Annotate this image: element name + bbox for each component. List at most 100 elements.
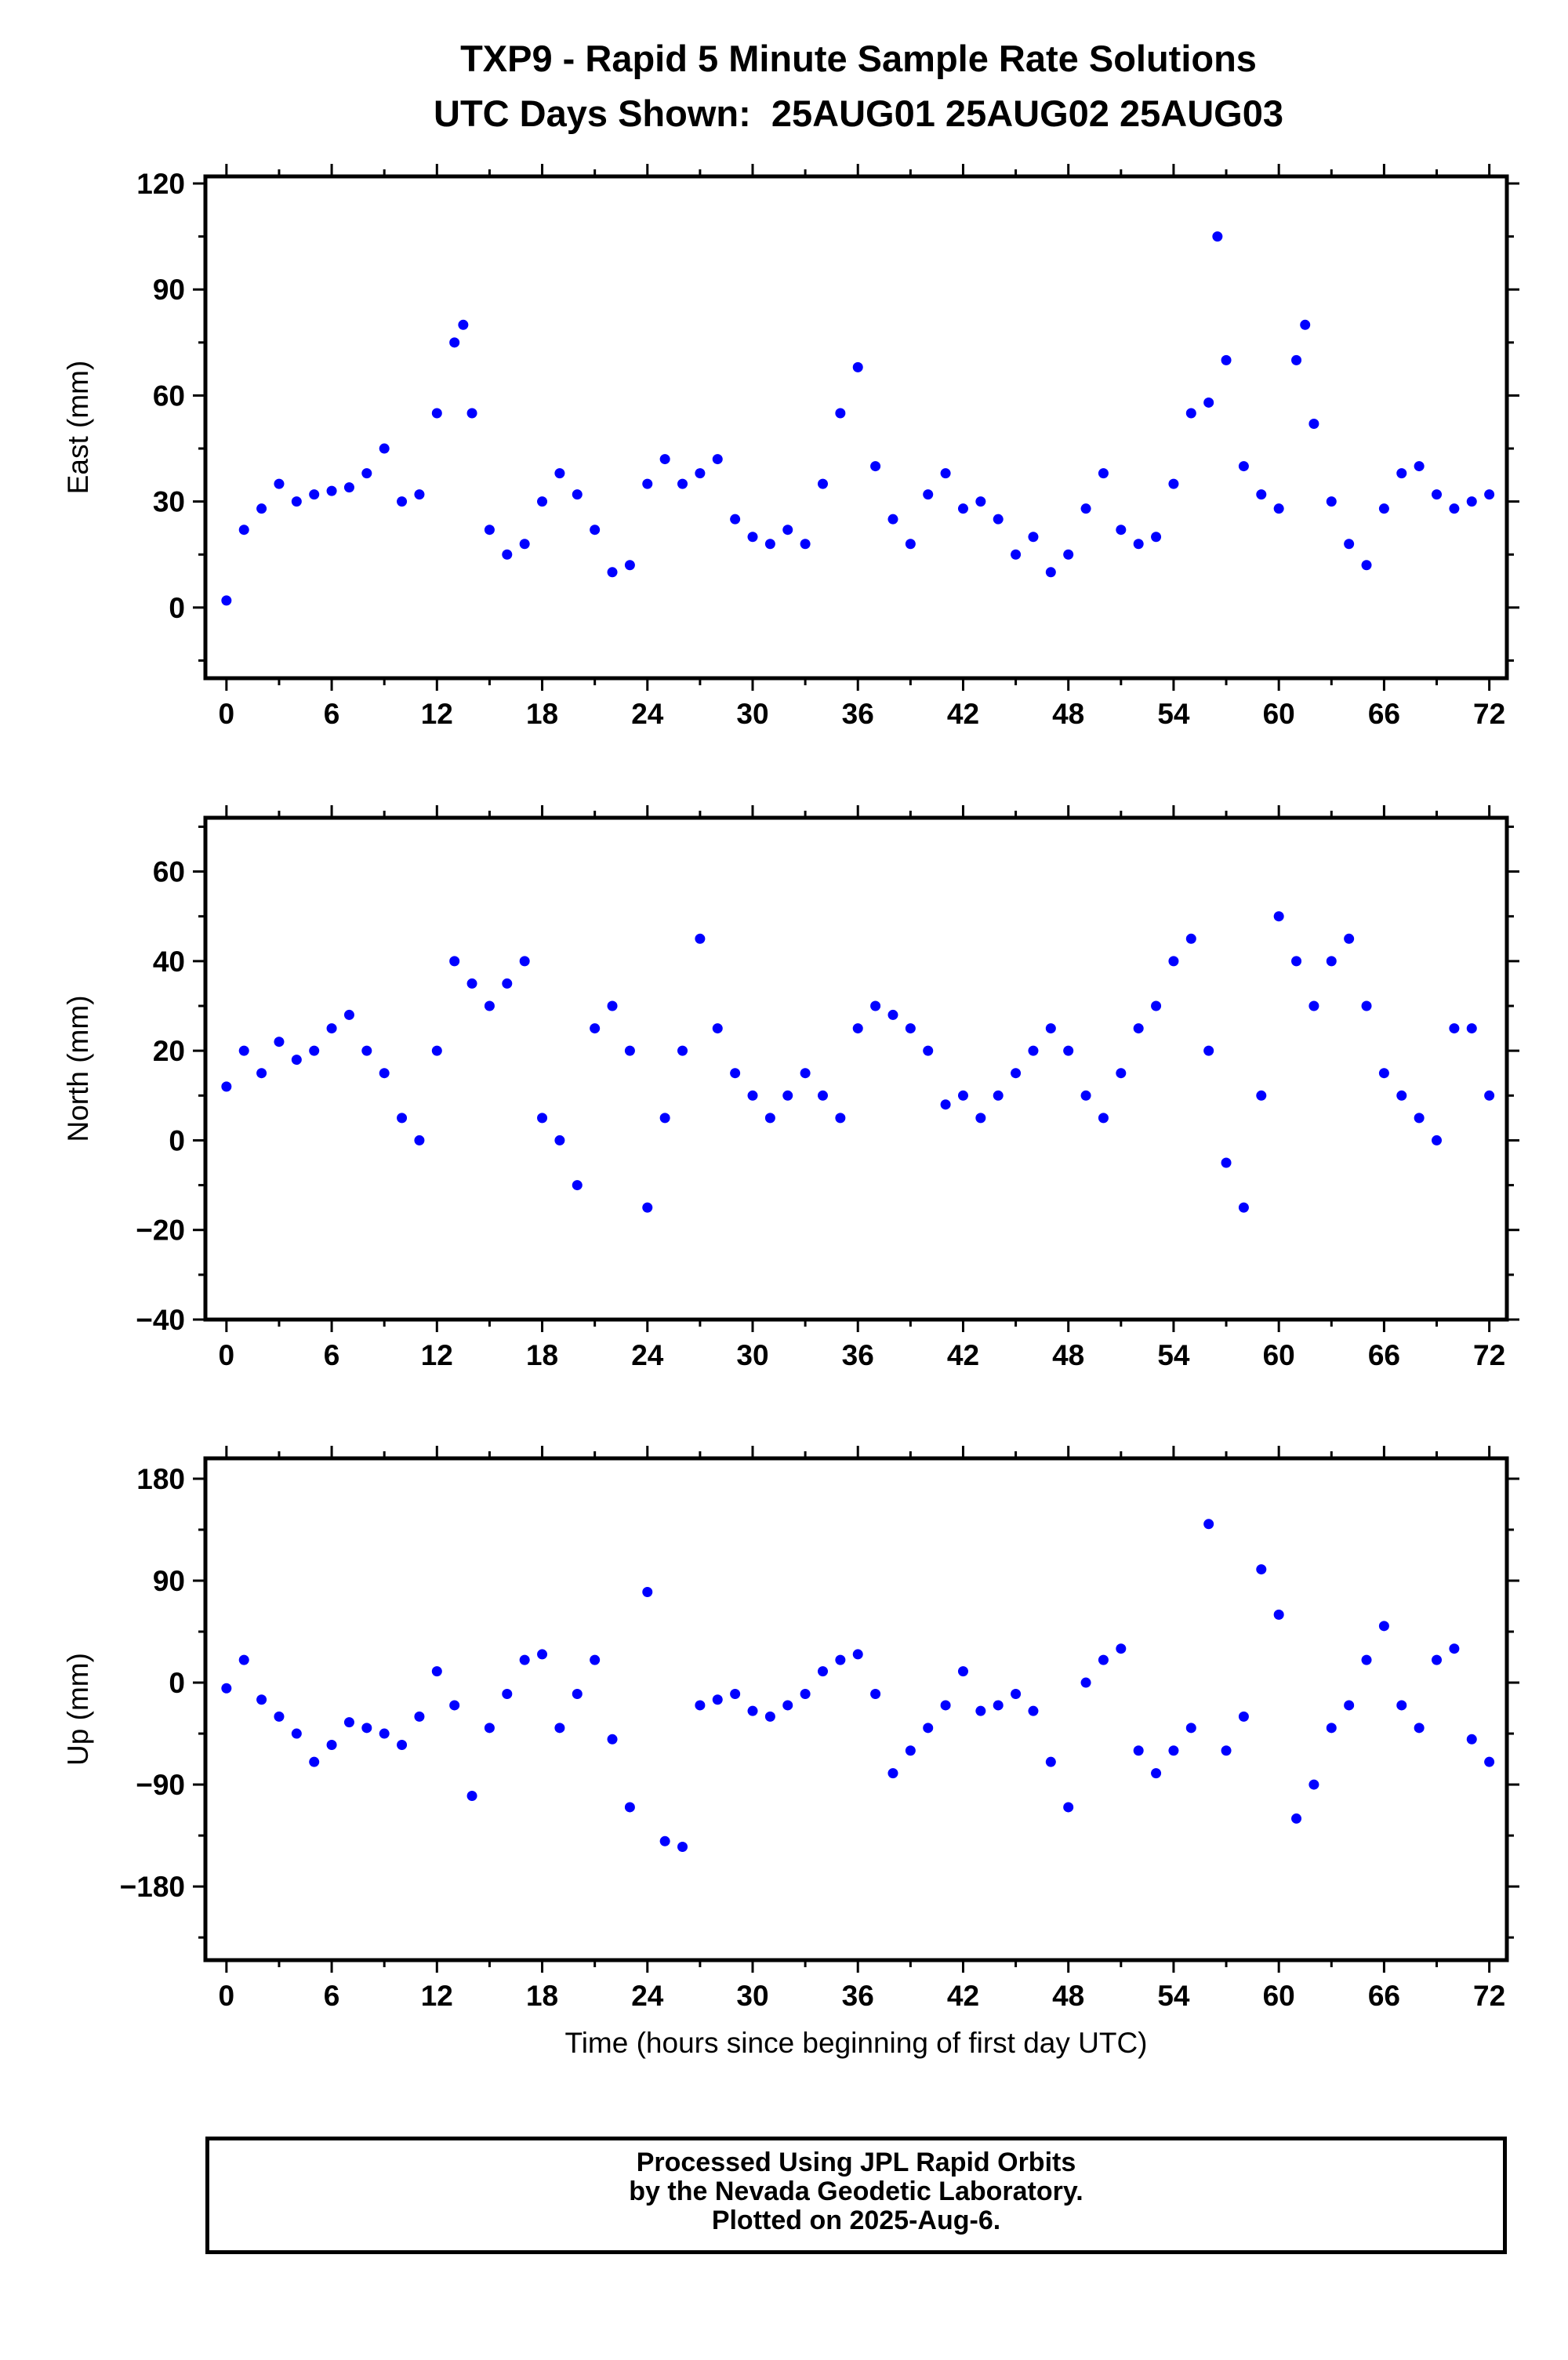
north-data-point [590, 1023, 601, 1034]
up-data-point [1256, 1564, 1267, 1575]
up-data-point [835, 1654, 846, 1665]
up-y-tick-label: −90 [136, 1769, 185, 1801]
north-x-tick-label: 60 [1263, 1339, 1295, 1371]
east-data-point [1291, 354, 1302, 365]
north-data-point [835, 1113, 846, 1124]
east-y-tick-label: 0 [169, 592, 185, 624]
north-data-point [957, 1090, 968, 1101]
east-data-point [238, 525, 249, 536]
up-x-tick-label: 0 [219, 1980, 235, 2012]
up-data-point [1238, 1711, 1249, 1722]
north-data-point [1344, 933, 1355, 944]
north-data-point [642, 1202, 653, 1213]
up-data-point [414, 1711, 425, 1722]
north-data-point [1116, 1068, 1127, 1079]
east-data-point [1308, 418, 1319, 429]
east-data-point [817, 478, 828, 489]
east-data-point [537, 496, 548, 507]
north-data-point [256, 1068, 267, 1079]
up-data-point [343, 1717, 354, 1728]
east-data-point [1028, 532, 1039, 543]
up-x-tick-label: 18 [526, 1980, 558, 2012]
up-x-tick-label: 54 [1157, 1980, 1190, 2012]
north-data-point [274, 1037, 285, 1047]
north-data-point [502, 978, 513, 989]
east-data-point [1151, 532, 1162, 543]
east-y-tick-label: 60 [153, 379, 185, 412]
up-data-point [1484, 1756, 1495, 1767]
up-data-point [274, 1711, 285, 1722]
north-data-point [221, 1081, 232, 1092]
north-y-tick-label: −20 [136, 1214, 185, 1247]
east-data-point [519, 539, 530, 550]
north-y-tick-label: 0 [169, 1124, 185, 1156]
north-data-point [1326, 956, 1337, 967]
up-data-point [309, 1756, 320, 1767]
up-x-tick-label: 24 [631, 1980, 664, 2012]
east-data-point [414, 489, 425, 500]
east-data-point [870, 461, 881, 472]
east-data-point [800, 539, 811, 550]
up-data-point [291, 1728, 302, 1739]
north-x-tick-label: 42 [947, 1339, 979, 1371]
east-data-point [923, 489, 934, 500]
east-data-point [1449, 503, 1460, 514]
up-data-point [1308, 1779, 1319, 1790]
east-data-point [554, 468, 565, 479]
up-data-point [1133, 1745, 1144, 1756]
east-x-tick-label: 42 [947, 698, 979, 730]
east-data-point [1256, 489, 1267, 500]
east-data-point [1466, 496, 1477, 507]
up-data-point [572, 1688, 583, 1699]
north-data-point [1203, 1045, 1214, 1056]
up-data-point [397, 1740, 408, 1751]
north-data-point [624, 1045, 635, 1056]
east-data-point [1238, 461, 1249, 472]
north-data-point [1308, 1000, 1319, 1011]
up-data-point [1168, 1745, 1179, 1756]
up-data-point [677, 1842, 688, 1853]
east-data-point [1273, 503, 1284, 514]
north-y-tick-label: 60 [153, 856, 185, 888]
east-data-point [431, 408, 442, 419]
up-data-point [1116, 1643, 1127, 1654]
east-data-point [397, 496, 408, 507]
east-x-tick-label: 36 [842, 698, 874, 730]
north-data-point [1361, 1000, 1372, 1011]
east-y-tick-label: 30 [153, 486, 185, 518]
up-data-point [554, 1723, 565, 1734]
up-data-point [256, 1694, 267, 1705]
east-data-point [343, 482, 354, 493]
east-data-point [484, 525, 495, 536]
up-data-point [1098, 1654, 1109, 1665]
east-y-tick-label: 120 [136, 168, 185, 200]
north-data-point [572, 1180, 583, 1191]
north-data-point [326, 1023, 337, 1034]
east-data-point [1203, 397, 1214, 408]
north-data-point [519, 956, 530, 967]
up-data-point [1151, 1768, 1162, 1779]
north-data-point [1273, 911, 1284, 922]
east-data-point [458, 319, 469, 330]
up-data-point [1273, 1609, 1284, 1620]
north-data-point [1396, 1090, 1407, 1101]
east-data-point [993, 514, 1004, 525]
up-data-point [817, 1666, 828, 1677]
up-data-point [1203, 1519, 1214, 1530]
north-data-point [309, 1045, 320, 1056]
east-y-tick-label: 90 [153, 274, 185, 306]
up-data-point [519, 1654, 530, 1665]
up-data-point [221, 1683, 232, 1694]
east-data-point [887, 514, 898, 525]
up-data-point [326, 1740, 337, 1751]
up-y-tick-label: 180 [136, 1463, 185, 1495]
north-data-point [1414, 1113, 1425, 1124]
up-x-tick-label: 30 [736, 1980, 768, 2012]
north-data-point [800, 1068, 811, 1079]
north-x-tick-label: 54 [1157, 1339, 1190, 1371]
east-data-point [695, 468, 706, 479]
north-data-point [1378, 1068, 1389, 1079]
north-data-point [484, 1000, 495, 1011]
east-data-point [256, 503, 267, 514]
up-data-point [466, 1791, 477, 1802]
